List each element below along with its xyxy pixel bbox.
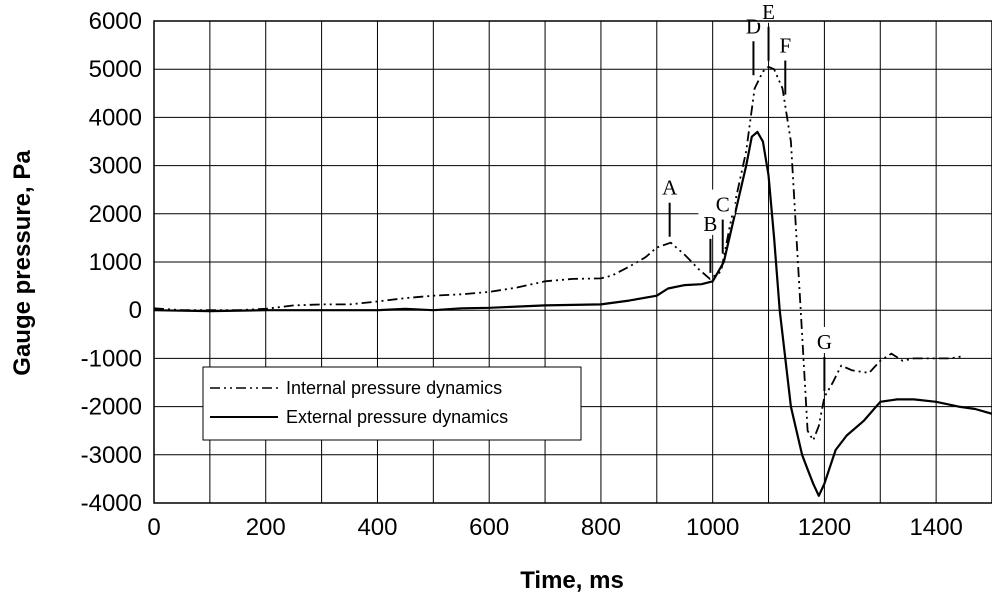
y-tick-label: 6000 — [89, 8, 142, 35]
annotation-bg — [756, 0, 781, 23]
legend-internal-label: Internal pressure dynamics — [286, 378, 502, 398]
y-axis-title: Gauge pressure, Pa — [9, 150, 36, 376]
x-tick-label: 800 — [581, 514, 621, 541]
y-tick-label: -2000 — [81, 394, 142, 421]
y-tick-label: -1000 — [81, 345, 142, 372]
x-tick-label: 1400 — [909, 514, 962, 541]
y-tick-label: -4000 — [81, 490, 142, 517]
legend: Internal pressure dynamics External pres… — [202, 366, 582, 441]
x-tick-label: 1000 — [686, 514, 739, 541]
y-tick-label: 1000 — [89, 249, 142, 276]
annotation-bg — [657, 172, 682, 199]
x-axis-title: Time, ms — [520, 567, 624, 594]
y-tick-label: 5000 — [89, 56, 142, 83]
x-tick-label: 200 — [246, 514, 286, 541]
series-line-external — [153, 130, 992, 497]
x-tick-label: 1200 — [798, 514, 851, 541]
x-tick-labels: 0 200 400 600 800 1000 1200 1400 — [147, 514, 963, 541]
x-tick-label: 400 — [357, 514, 397, 541]
x-tick-label: 600 — [469, 514, 509, 541]
annotation-label: B — [703, 212, 717, 236]
x-tick-label: 0 — [147, 514, 160, 541]
annotation-label: G — [817, 330, 832, 354]
annotation-label: C — [716, 193, 730, 217]
y-tick-label: 4000 — [89, 104, 142, 131]
legend-external-label: External pressure dynamics — [286, 407, 508, 427]
y-tick-label: 0 — [129, 297, 142, 324]
annotation-label: E — [762, 0, 775, 24]
series-layer — [153, 65, 992, 497]
annotation-bg — [773, 30, 798, 57]
y-tick-labels: -4000 -3000 -2000 -1000 0 1000 2000 3000 4000 500… — [81, 8, 142, 517]
series-line-internal — [153, 65, 965, 442]
annotation-label: A — [662, 176, 678, 200]
annotation-bg — [710, 189, 735, 216]
y-tick-label: -3000 — [81, 442, 142, 469]
y-tick-label: 2000 — [89, 201, 142, 228]
y-tick-label: 3000 — [89, 153, 142, 180]
legend-box — [202, 366, 582, 441]
annotation-bg — [812, 326, 837, 353]
plot-frame — [153, 20, 992, 504]
annotation-label: F — [779, 34, 791, 58]
